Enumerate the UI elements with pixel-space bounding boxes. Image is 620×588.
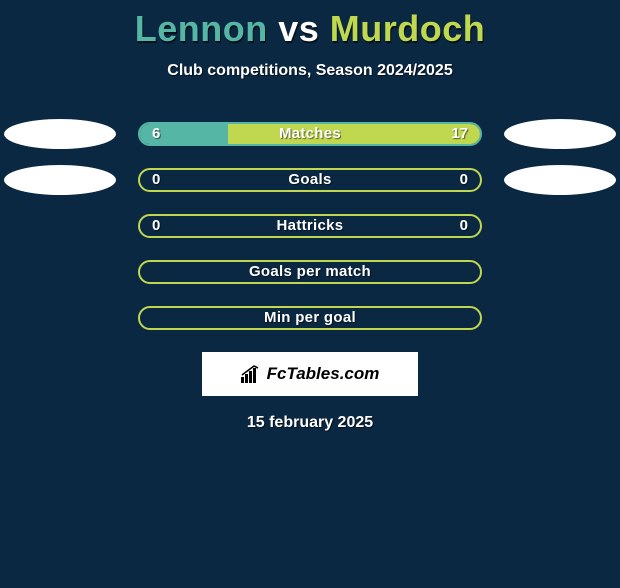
- logo: FcTables.com: [241, 364, 380, 384]
- stat-row: 00Hattricks: [0, 214, 620, 238]
- stat-label: Matches: [140, 125, 480, 142]
- stat-bar: Min per goal: [138, 306, 482, 330]
- subtitle: Club competitions, Season 2024/2025: [0, 62, 620, 80]
- player1-name: Lennon: [135, 8, 268, 49]
- player2-badge: [504, 119, 616, 149]
- comparison-title: Lennon vs Murdoch: [0, 8, 620, 50]
- vs-label: vs: [278, 8, 319, 49]
- stat-row: Goals per match: [0, 260, 620, 284]
- stat-label: Min per goal: [140, 309, 480, 326]
- logo-text: FcTables.com: [267, 364, 380, 384]
- player2-name: Murdoch: [330, 8, 485, 49]
- stat-row: 00Goals: [0, 168, 620, 192]
- date-label: 15 february 2025: [0, 414, 620, 432]
- stat-label: Goals: [140, 171, 480, 188]
- stat-row: Min per goal: [0, 306, 620, 330]
- chart-icon: [241, 365, 263, 383]
- stat-row: 617Matches: [0, 122, 620, 146]
- stat-bar: 00Goals: [138, 168, 482, 192]
- stat-label: Goals per match: [140, 263, 480, 280]
- stats-container: 617Matches 00Goals 00Hattricks Goals per ma…: [0, 122, 620, 330]
- stat-bar: 00Hattricks: [138, 214, 482, 238]
- stat-bar: 617Matches: [138, 122, 482, 146]
- logo-box[interactable]: FcTables.com: [202, 352, 418, 396]
- stat-label: Hattricks: [140, 217, 480, 234]
- player1-badge: [4, 119, 116, 149]
- player1-badge: [4, 165, 116, 195]
- player2-badge: [504, 165, 616, 195]
- stat-bar: Goals per match: [138, 260, 482, 284]
